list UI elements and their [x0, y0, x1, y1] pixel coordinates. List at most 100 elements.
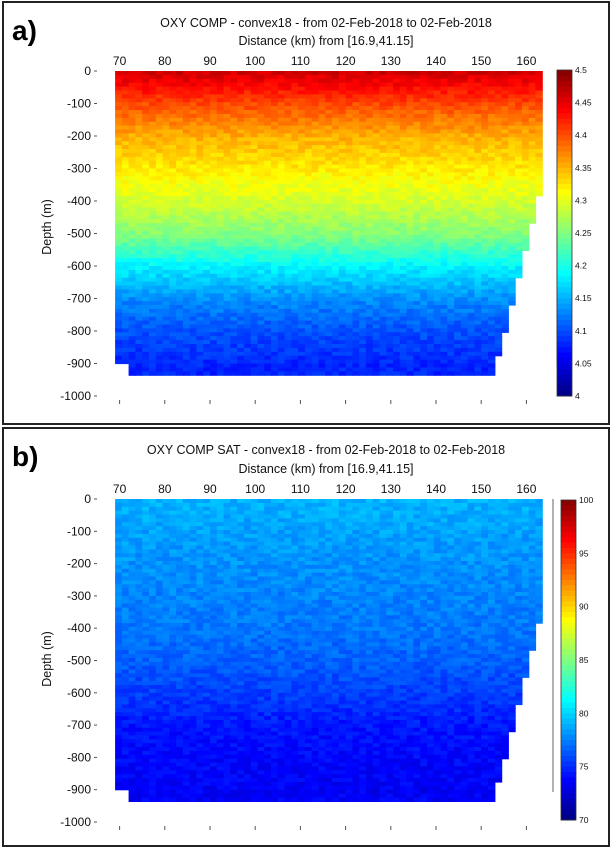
heatmap-cell	[216, 133, 225, 138]
heatmap-cell	[182, 199, 191, 205]
heatmap-cell	[399, 191, 408, 197]
heatmap-cell	[488, 82, 496, 88]
heatmap-cell	[365, 238, 374, 244]
heatmap-cell	[155, 262, 164, 267]
heatmap-cell	[277, 328, 286, 333]
heatmap-cell	[149, 227, 157, 232]
heatmap-cell	[189, 250, 198, 255]
heatmap-cell	[386, 277, 394, 283]
heatmap-cell	[155, 172, 164, 177]
heatmap-cell	[264, 316, 272, 322]
heatmap-cell	[393, 188, 401, 193]
heatmap-cell	[379, 285, 387, 290]
heatmap-cell	[162, 359, 170, 365]
heatmap-cell	[345, 258, 353, 263]
heatmap-cell	[291, 250, 299, 255]
heatmap-cell	[264, 152, 272, 158]
heatmap-cell	[379, 145, 387, 150]
heatmap-cell	[237, 133, 245, 138]
heatmap-cell	[142, 363, 150, 368]
heatmap-cell	[399, 269, 408, 275]
heatmap-cell	[210, 180, 218, 185]
heatmap-cell	[203, 312, 211, 318]
heatmap-cell	[216, 262, 225, 267]
heatmap-cell	[189, 301, 198, 306]
colorbar-segment	[557, 211, 572, 218]
heatmap-cell	[508, 277, 516, 283]
heatmap-cell	[271, 332, 279, 337]
heatmap-cell	[162, 141, 170, 146]
heatmap-cell	[155, 227, 164, 232]
heatmap-cell	[271, 176, 279, 181]
heatmap-cell	[121, 90, 130, 95]
heatmap-cell	[372, 71, 381, 76]
heatmap-cell	[162, 156, 170, 162]
heatmap-cell	[298, 113, 306, 119]
heatmap-cell	[264, 121, 272, 127]
heatmap-cell	[406, 184, 414, 189]
heatmap-cell	[264, 305, 272, 310]
heatmap-cell	[521, 227, 530, 232]
heatmap-cell	[203, 227, 211, 232]
heatmap-cell	[338, 168, 347, 173]
heatmap-cell	[230, 121, 238, 127]
heatmap-cell	[210, 371, 218, 376]
heatmap-cell	[149, 184, 157, 189]
heatmap-cell	[365, 141, 374, 146]
heatmap-cell	[223, 106, 231, 111]
heatmap-cell	[243, 297, 252, 302]
heatmap-cell	[359, 242, 367, 248]
heatmap-cell	[427, 246, 435, 251]
heatmap-cell	[386, 347, 394, 353]
heatmap-cell	[135, 344, 143, 349]
heatmap-cell	[393, 266, 401, 271]
heatmap-cell	[372, 199, 381, 205]
heatmap-cell	[230, 340, 238, 345]
heatmap-cell	[338, 273, 347, 279]
heatmap-cell	[372, 191, 381, 197]
heatmap-cell	[257, 262, 265, 267]
heatmap-cell	[277, 250, 286, 255]
heatmap-cell	[115, 561, 123, 566]
heatmap-cell	[216, 363, 225, 368]
heatmap-cell	[128, 133, 136, 138]
heatmap-cell	[230, 238, 238, 244]
heatmap-cell	[277, 223, 286, 228]
heatmap-cell	[250, 160, 259, 166]
heatmap-cell	[325, 110, 333, 115]
heatmap-cell	[454, 301, 462, 306]
heatmap-cell	[237, 207, 245, 212]
heatmap-cell	[271, 371, 279, 376]
heatmap-cell	[474, 125, 482, 131]
heatmap-cell	[318, 371, 326, 376]
heatmap-cell	[311, 160, 320, 166]
heatmap-cell	[413, 180, 421, 185]
heatmap-cell	[352, 188, 360, 193]
heatmap-cell	[467, 273, 475, 279]
heatmap-cell	[121, 308, 130, 314]
heatmap-cell	[115, 576, 123, 581]
heatmap-cell	[454, 371, 462, 376]
heatmap-cell	[121, 180, 130, 185]
heatmap-cell	[352, 320, 360, 326]
heatmap-cell	[169, 277, 177, 283]
heatmap-cell	[277, 340, 286, 345]
heatmap-cell	[115, 669, 123, 674]
heatmap-cell	[399, 149, 408, 154]
heatmap-cell	[284, 273, 292, 279]
heatmap-cell	[406, 308, 414, 314]
heatmap-cell	[467, 344, 475, 349]
heatmap-cell	[440, 234, 448, 240]
heatmap-cell	[325, 285, 333, 290]
heatmap-cell	[298, 371, 306, 376]
heatmap-cell	[250, 113, 259, 119]
heatmap-cell	[481, 199, 489, 205]
heatmap-cell	[338, 188, 347, 193]
heatmap-cell	[250, 277, 259, 283]
heatmap-cell	[250, 102, 259, 107]
heatmap-cell	[386, 262, 394, 267]
heatmap-cell	[528, 110, 537, 115]
heatmap-cell	[128, 234, 136, 240]
heatmap-cell	[115, 750, 123, 756]
heatmap-cell	[237, 188, 245, 193]
